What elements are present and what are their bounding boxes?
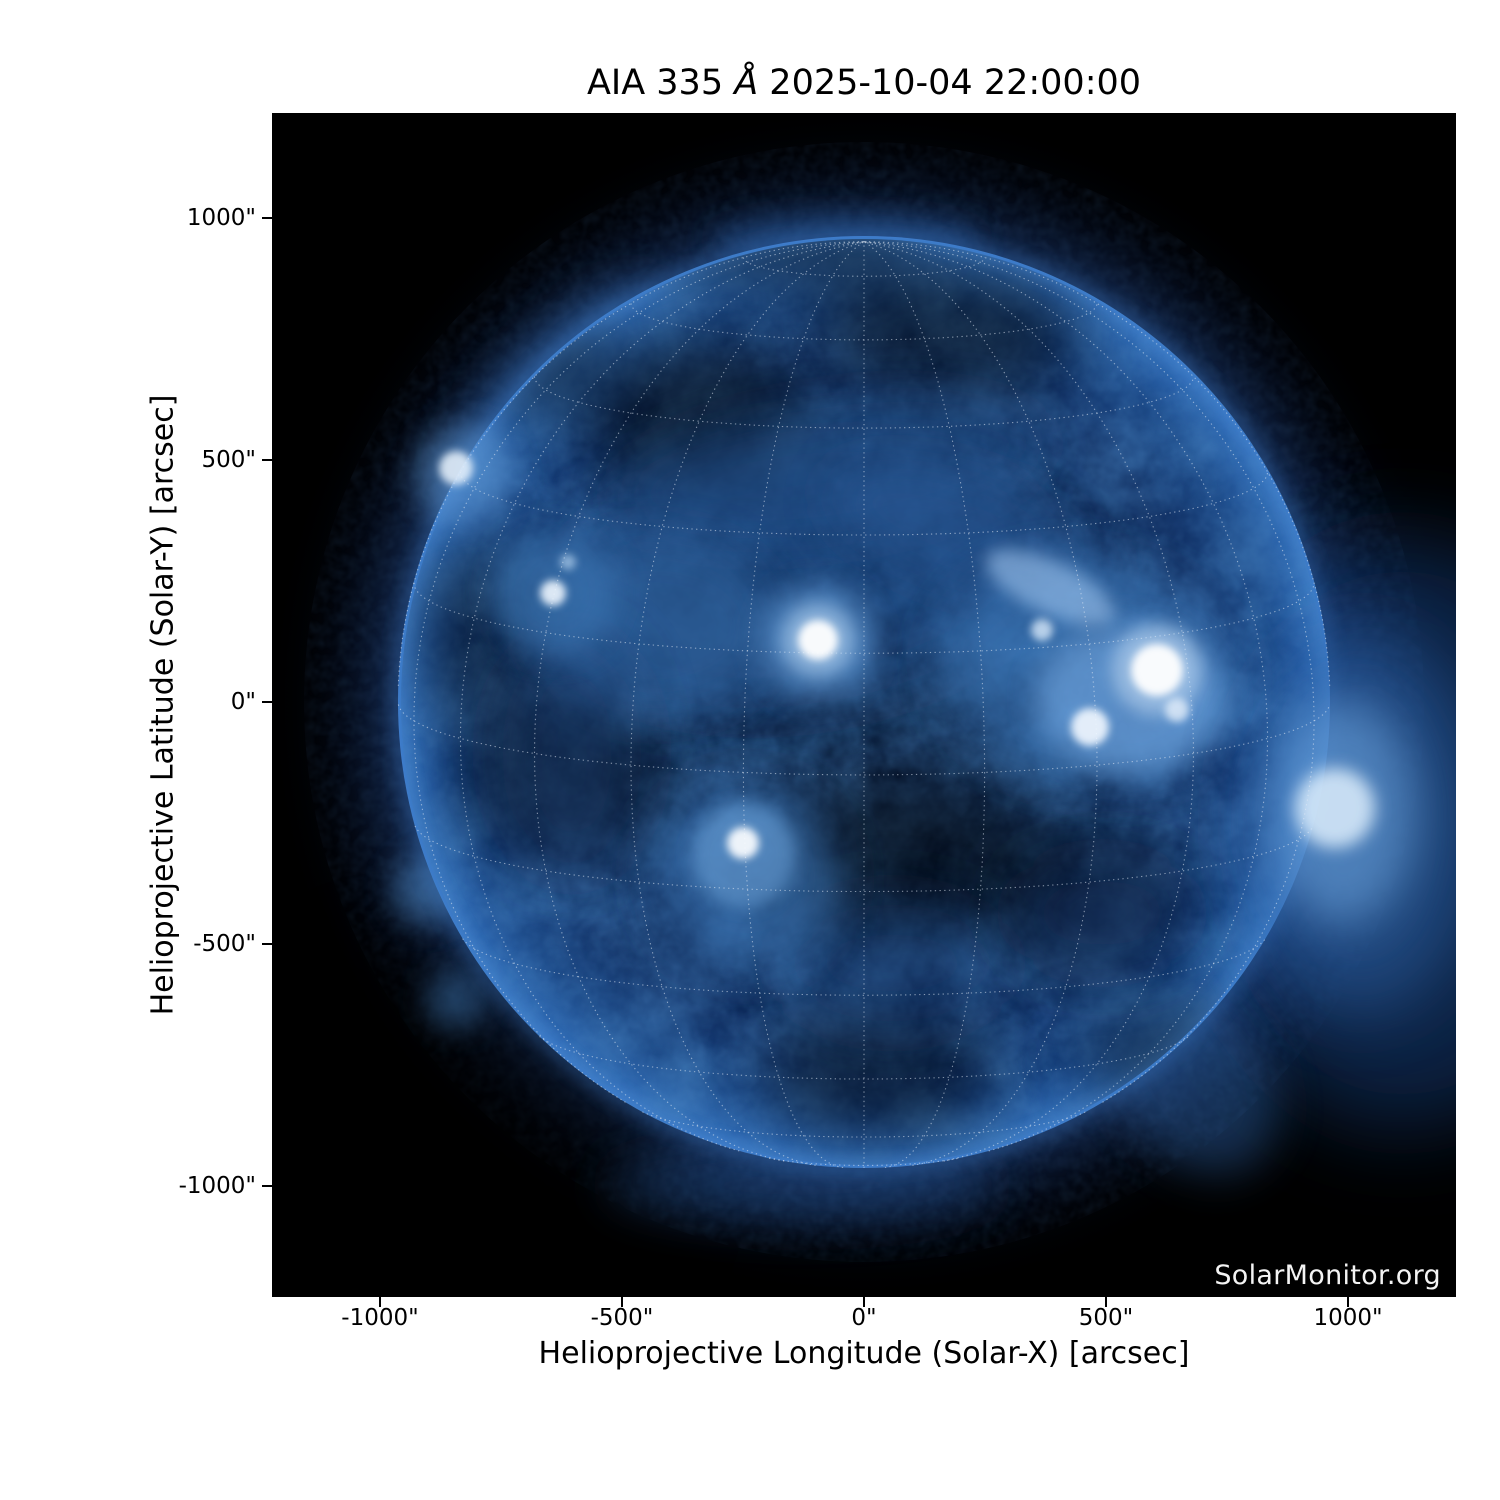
northeast-limb-brightening — [414, 425, 514, 525]
solar-euv-image — [272, 113, 1456, 1297]
west-limb-brightening — [1242, 633, 1456, 1013]
y-tick-mark — [262, 217, 272, 219]
x-tick-mark — [1105, 1297, 1107, 1307]
title-prefix: AIA 335 — [586, 63, 735, 103]
x-tick-label: 0" — [851, 1305, 877, 1331]
y-tick-label: 1000" — [186, 205, 256, 231]
y-tick-mark — [262, 459, 272, 461]
x-tick-mark — [863, 1297, 865, 1307]
title-suffix: 2025-10-04 22:00:00 — [758, 63, 1142, 103]
y-tick-mark — [262, 701, 272, 703]
heliographic-grid — [397, 241, 1331, 1169]
x-tick-label: 500" — [1078, 1305, 1134, 1331]
x-tick-label: -500" — [590, 1305, 654, 1331]
title-angstrom: Å — [734, 63, 759, 103]
diffuse-loops — [502, 394, 1192, 1023]
y-tick-label: 500" — [201, 447, 256, 473]
watermark: SolarMonitor.org — [1214, 1260, 1441, 1291]
y-tick-mark — [262, 1185, 272, 1187]
plot-title: AIA 335 Å 2025-10-04 22:00:00 — [272, 60, 1456, 106]
solar-image-area: SolarMonitor.org — [272, 113, 1456, 1297]
x-tick-mark — [1347, 1297, 1349, 1307]
y-tick-label: -500" — [193, 931, 256, 957]
x-tick-label: 1000" — [1313, 1305, 1383, 1331]
y-tick-mark — [262, 943, 272, 945]
y-tick-label: -1000" — [178, 1173, 256, 1199]
y-tick-label: 0" — [230, 689, 256, 715]
x-tick-mark — [621, 1297, 623, 1307]
x-axis-label: Helioprojective Longitude (Solar-X) [arc… — [538, 1336, 1190, 1371]
active-region-cores — [540, 554, 1202, 859]
x-tick-label: -1000" — [341, 1305, 419, 1331]
x-tick-mark — [379, 1297, 381, 1307]
